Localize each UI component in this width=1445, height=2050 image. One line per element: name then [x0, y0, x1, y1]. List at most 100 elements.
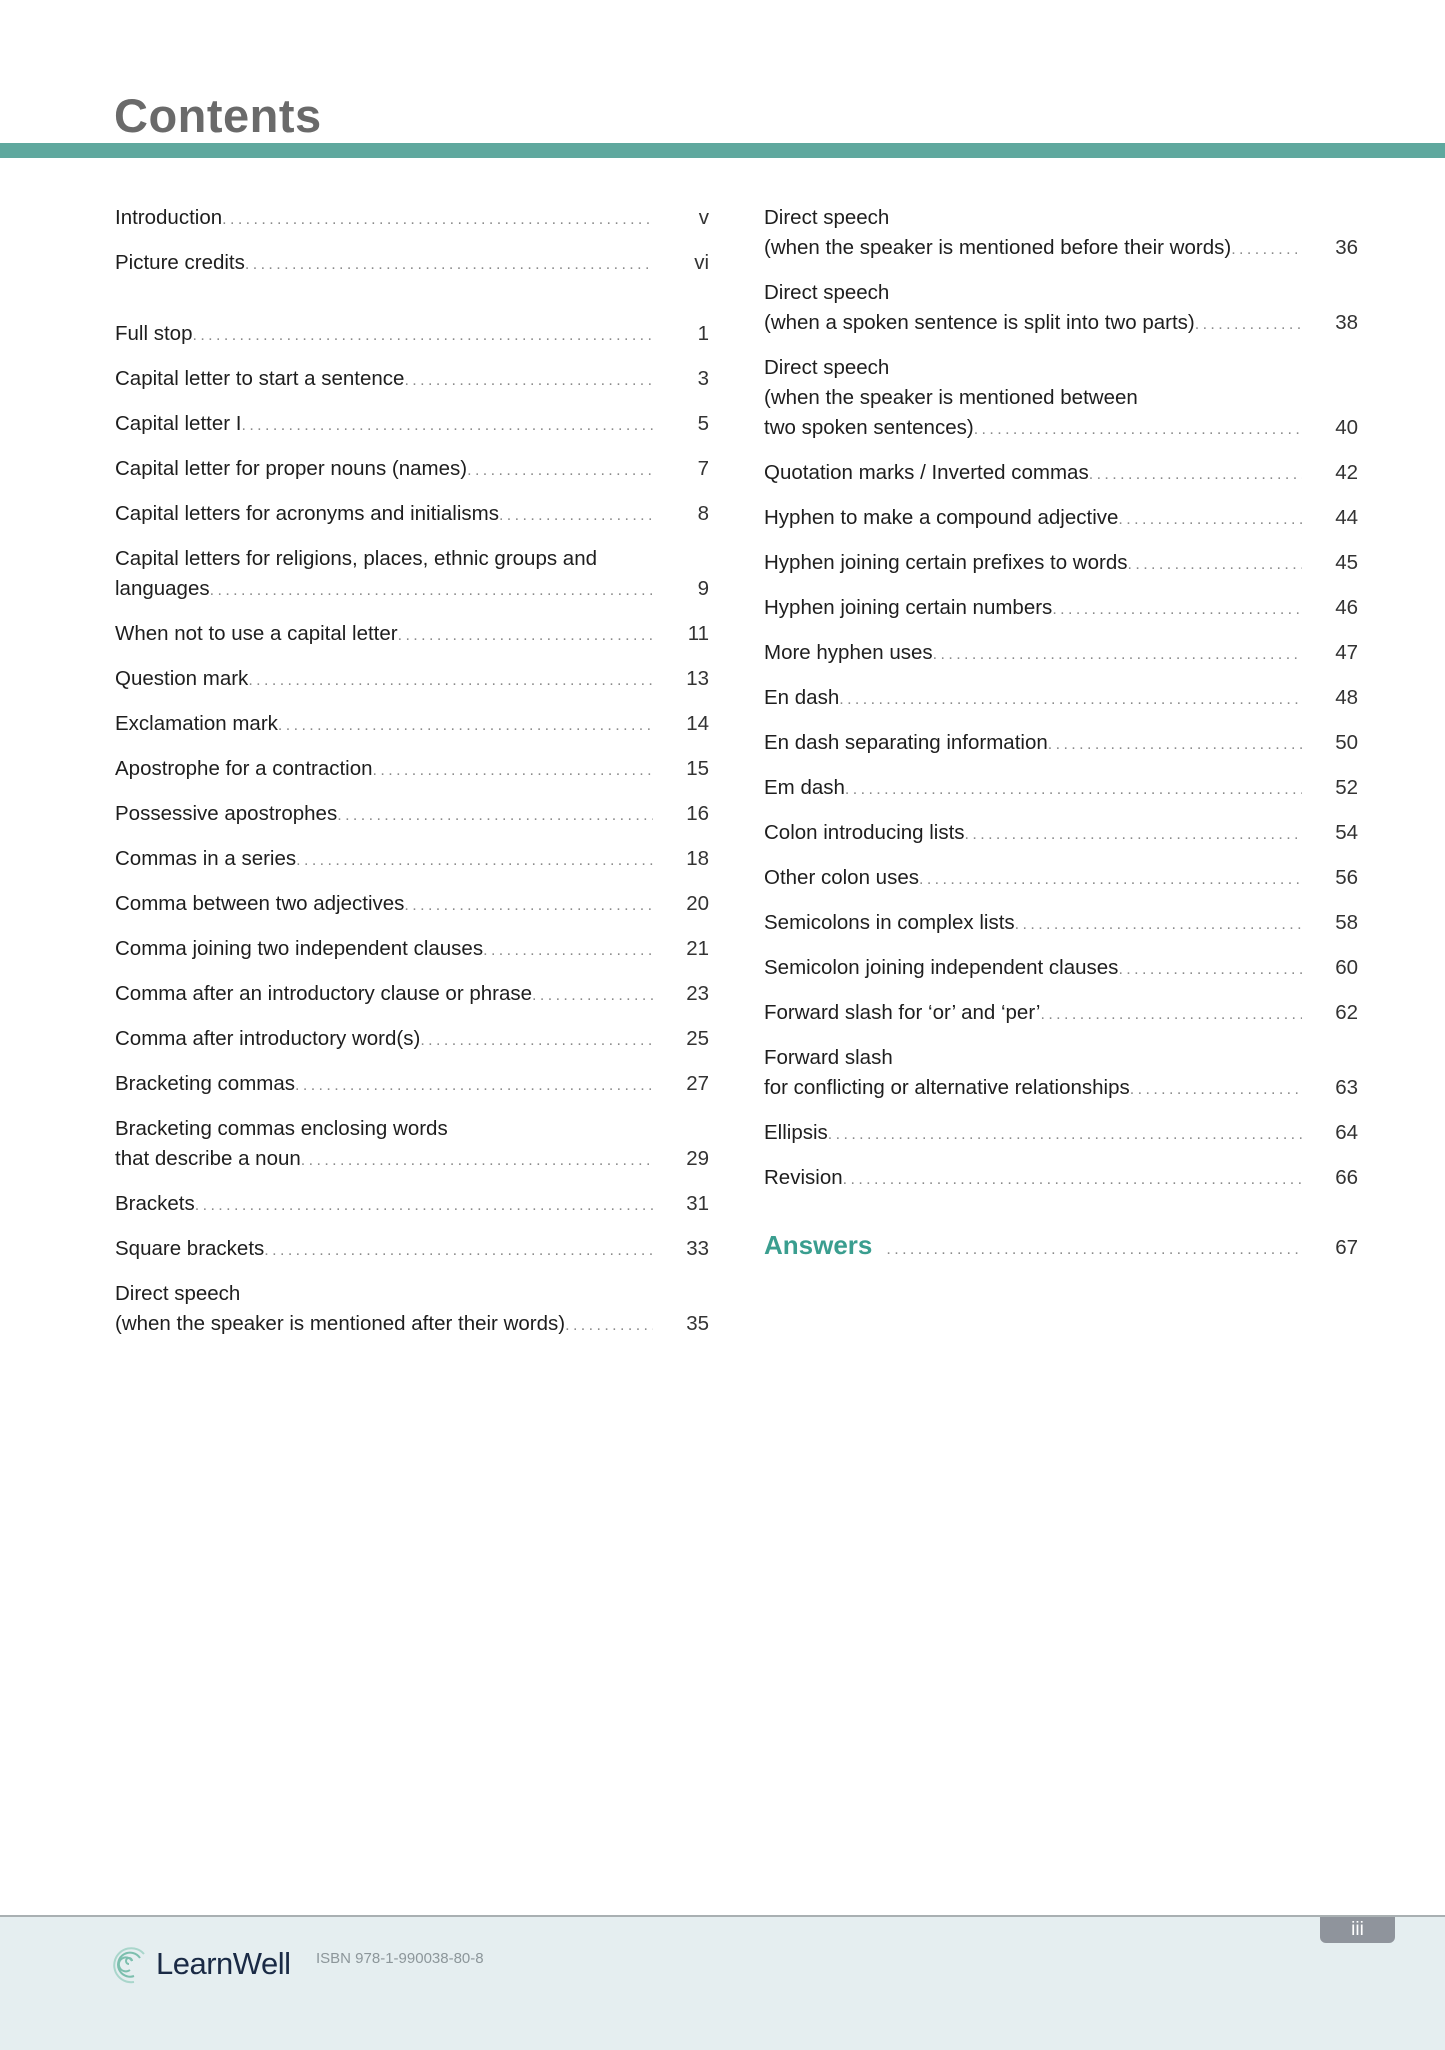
entry-row: for conflicting or alternative relations… — [764, 1073, 1358, 1105]
toc-entry[interactable]: Semicolon joining independent clauses 60 — [764, 953, 1358, 985]
entry-page-number: 7 — [697, 457, 709, 480]
toc-entry[interactable]: Capital letters for acronyms and initial… — [115, 499, 709, 531]
entry-row: Semicolons in complex lists 58 — [764, 908, 1358, 940]
entry-row: Hyphen joining certain numbers 46 — [764, 593, 1358, 625]
entry-page-number: 15 — [686, 757, 709, 780]
toc-entry[interactable]: Bracketing commas enclosing words that de… — [115, 1114, 709, 1176]
dot-leader — [278, 711, 653, 741]
toc-entry[interactable]: Direct speech (when the speaker is mentio… — [115, 1279, 709, 1341]
entry-title: for conflicting or alternative relations… — [764, 1076, 1130, 1099]
spiral-logo-icon — [113, 1947, 145, 1984]
dot-leader — [420, 1026, 653, 1056]
entry-title: Square brackets — [115, 1237, 265, 1260]
toc-entry[interactable]: Quotation marks / Inverted commas 42 — [764, 458, 1358, 490]
answers-entry[interactable]: Answers 67 — [764, 1230, 1358, 1265]
dot-leader — [245, 250, 653, 280]
entry-page-number: 18 — [686, 847, 709, 870]
toc-entry[interactable]: En dash 48 — [764, 683, 1358, 715]
toc-entry[interactable]: Exclamation mark 14 — [115, 709, 709, 741]
entry-title: En dash separating information — [764, 731, 1048, 754]
entry-page-number: 23 — [686, 982, 709, 1005]
entry-row: Forward slash for ‘or’ and ‘per’ 62 — [764, 998, 1358, 1030]
entry-page-number: 46 — [1335, 596, 1358, 619]
toc-entry[interactable]: Ellipsis 64 — [764, 1118, 1358, 1150]
entry-title: Question mark — [115, 667, 249, 690]
entry-title-line: Forward slash — [764, 1046, 893, 1069]
entry-row: languages 9 — [115, 574, 709, 606]
page-title: Contents — [114, 89, 322, 142]
toc-entry[interactable]: Comma after introductory word(s) 25 — [115, 1024, 709, 1056]
entry-page-number: 64 — [1335, 1121, 1358, 1144]
toc-entry[interactable]: Forward slash for conflicting or alternat… — [764, 1043, 1358, 1105]
entry-page-number: 35 — [686, 1312, 709, 1335]
entry-page-number: 36 — [1335, 236, 1358, 259]
entry-title: Bracketing commas — [115, 1072, 296, 1095]
toc-entry[interactable]: Bracketing commas 27 — [115, 1069, 709, 1101]
toc-entry[interactable]: More hyphen uses 47 — [764, 638, 1358, 670]
dot-leader — [1195, 310, 1302, 340]
toc-entry[interactable]: En dash separating information 50 — [764, 728, 1358, 760]
toc-entry[interactable]: Colon introducing lists 54 — [764, 818, 1358, 850]
toc-entry[interactable]: Comma after an introductory clause or ph… — [115, 979, 709, 1011]
toc-entry[interactable]: Possessive apostrophes 16 — [115, 799, 709, 831]
entry-row: two spoken sentences) 40 — [764, 413, 1358, 445]
entry-page-number: 11 — [687, 622, 709, 645]
toc-entry[interactable]: Hyphen to make a compound adjective 44 — [764, 503, 1358, 535]
dot-leader — [839, 685, 1302, 715]
toc-entry[interactable]: Capital letter to start a sentence 3 — [115, 364, 709, 396]
toc-entry[interactable]: Capital letter I 5 — [115, 409, 709, 441]
toc-entry[interactable]: Square brackets 33 — [115, 1234, 709, 1266]
dot-leader — [933, 640, 1302, 670]
dot-leader — [1052, 595, 1302, 625]
dot-leader — [248, 666, 653, 696]
dot-leader — [565, 1311, 653, 1341]
entry-page-number: v — [698, 206, 709, 229]
toc-entry[interactable]: Hyphen joining certain prefixes to words… — [764, 548, 1358, 580]
dot-leader — [192, 321, 653, 351]
toc-entry[interactable]: Revision 66 — [764, 1163, 1358, 1195]
toc-entry[interactable]: Picture credits vi — [115, 248, 709, 280]
toc-entry[interactable]: Direct speech (when the speaker is mentio… — [764, 353, 1358, 445]
dot-leader — [1048, 730, 1302, 760]
dot-leader — [886, 1235, 1302, 1265]
entry-title: Capital letter I — [115, 412, 242, 435]
toc-entry[interactable]: Apostrophe for a contraction 15 — [115, 754, 709, 786]
toc-entry[interactable]: Question mark 13 — [115, 664, 709, 696]
toc-entry[interactable]: Forward slash for ‘or’ and ‘per’ 62 — [764, 998, 1358, 1030]
dot-leader — [398, 621, 653, 651]
dot-leader — [222, 205, 653, 235]
logo-text: LearnWell — [156, 1946, 291, 1981]
entry-title: (when the speaker is mentioned before th… — [764, 236, 1232, 259]
entry-page-number: 58 — [1335, 911, 1358, 934]
toc-entry[interactable]: Capital letter for proper nouns (names) 7 — [115, 454, 709, 486]
entry-row: En dash 48 — [764, 683, 1358, 715]
toc-entry[interactable]: Commas in a series 18 — [115, 844, 709, 876]
toc-entry[interactable]: Direct speech (when a spoken sentence is … — [764, 278, 1358, 340]
entry-title: Capital letter to start a sentence — [115, 367, 405, 390]
entry-page-number: 52 — [1335, 776, 1358, 799]
toc-entry[interactable]: Hyphen joining certain numbers 46 — [764, 593, 1358, 625]
toc-entry[interactable]: When not to use a capital letter 11 — [115, 619, 709, 651]
entry-title-line: Direct speech — [764, 206, 890, 229]
entry-title: Semicolon joining independent clauses — [764, 956, 1119, 979]
dot-leader — [1118, 955, 1302, 985]
toc-entry[interactable]: Other colon uses 56 — [764, 863, 1358, 895]
toc-entry[interactable]: Brackets 31 — [115, 1189, 709, 1221]
entry-page-number: 38 — [1335, 311, 1358, 334]
toc-entry[interactable]: Capital letters for religions, places, e… — [115, 544, 709, 606]
toc-entry[interactable]: Semicolons in complex lists 58 — [764, 908, 1358, 940]
entry-row: Apostrophe for a contraction 15 — [115, 754, 709, 786]
toc-entry[interactable]: Em dash 52 — [764, 773, 1358, 805]
toc-entry[interactable]: Direct speech (when the speaker is mentio… — [764, 203, 1358, 265]
entry-row: that describe a noun 29 — [115, 1144, 709, 1176]
entry-row: En dash separating information 50 — [764, 728, 1358, 760]
entry-title-line: (when the speaker is mentioned between — [764, 386, 1138, 409]
toc-entry[interactable]: Full stop 1 — [115, 319, 709, 351]
entry-page-number: 66 — [1335, 1166, 1358, 1189]
entry-row: Capital letter I 5 — [115, 409, 709, 441]
entry-title: Full stop — [115, 322, 193, 345]
entry-row: Introduction v — [115, 203, 709, 235]
toc-entry[interactable]: Comma joining two independent clauses 21 — [115, 934, 709, 966]
toc-entry[interactable]: Comma between two adjectives 20 — [115, 889, 709, 921]
toc-entry[interactable]: Introduction v — [115, 203, 709, 235]
